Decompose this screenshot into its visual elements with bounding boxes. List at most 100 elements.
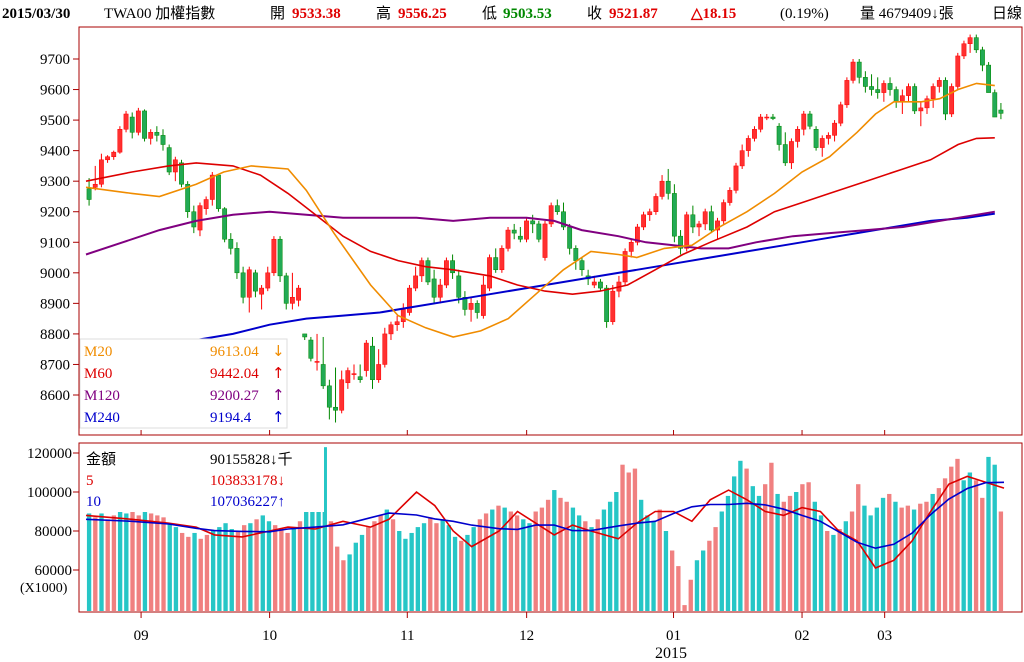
candle: [536, 220, 542, 243]
volume-bar: [539, 507, 545, 611]
volume-bar: [93, 517, 98, 611]
candle: [314, 333, 320, 371]
volume-bar: [471, 527, 476, 611]
volume-bar: [942, 478, 948, 611]
candle: [333, 367, 338, 423]
volume-bar: [148, 513, 154, 611]
candle: [117, 126, 123, 154]
candle: [758, 113, 764, 133]
volume-bar: [384, 509, 390, 611]
high-label: 高: [376, 5, 391, 22]
volume-bar: [173, 527, 179, 611]
volume-bar: [825, 531, 830, 611]
volume-bar: [440, 519, 445, 611]
volume-bar: [905, 505, 911, 611]
candle: [505, 227, 511, 252]
price-tick: 9300: [40, 174, 79, 190]
candle: [320, 336, 326, 389]
candle: [462, 291, 468, 316]
volume-bar: [949, 466, 954, 611]
candle: [696, 220, 702, 237]
legend-value: 103833178↓: [210, 473, 285, 489]
candle: [665, 168, 671, 200]
volume-bar: [607, 501, 613, 611]
legend-label: M20: [84, 344, 112, 360]
volume-bar: [310, 499, 315, 611]
price-tick-label: 9700: [40, 52, 70, 68]
candle: [690, 205, 696, 234]
candle: [832, 120, 837, 142]
volume-bar: [179, 532, 185, 611]
candle: [444, 257, 449, 289]
candle: [579, 257, 585, 276]
volume-bar: [899, 507, 904, 611]
candle: [98, 153, 104, 188]
volume-bar: [359, 534, 365, 611]
candle: [739, 144, 745, 169]
candle: [967, 34, 973, 53]
candle: [850, 59, 856, 84]
candle: [610, 285, 616, 325]
quote-header: 2015/03/30 TWA00 加權指數 開 9533.38 高 9556.2…: [2, 5, 1022, 22]
candle: [943, 77, 948, 121]
volume-bar: [694, 560, 700, 611]
volume-bar: [552, 490, 557, 611]
candle: [524, 217, 529, 243]
candle: [111, 150, 117, 160]
volume-bar: [465, 534, 470, 611]
candle: [826, 132, 831, 145]
candle: [807, 110, 813, 130]
volume-bar: [248, 523, 253, 611]
candle: [936, 77, 942, 93]
volume-bar: [874, 507, 880, 611]
volume-bar: [558, 497, 563, 611]
candle: [591, 275, 597, 289]
candle: [400, 303, 406, 328]
volume-bar: [669, 550, 675, 611]
candle: [283, 272, 289, 310]
price-tick: 9500: [40, 113, 79, 129]
x-tick-label: 01: [666, 628, 681, 644]
volume-bar: [880, 497, 886, 611]
volume-bar: [626, 472, 631, 611]
legend-arrow: ↑: [272, 386, 285, 404]
price-tick: 9600: [40, 83, 79, 99]
candle: [425, 257, 431, 286]
candle: [930, 83, 936, 108]
candle: [844, 77, 850, 108]
candle: [511, 223, 517, 240]
x-tick: 11: [400, 430, 415, 644]
volume-bar: [341, 560, 346, 611]
volume-bar: [198, 538, 203, 611]
candle: [721, 199, 727, 224]
volume-bar: [285, 532, 290, 611]
x-tick-label: 03: [877, 628, 892, 644]
volume-bar: [508, 511, 514, 611]
x-tick: 09: [134, 430, 149, 644]
volume-bar: [576, 515, 582, 611]
volume-bar: [279, 529, 284, 611]
x-tick: 01: [666, 430, 681, 644]
volume-bar: [266, 521, 272, 611]
volume-bar: [837, 529, 842, 611]
candle: [493, 248, 499, 273]
volume-bar: [831, 534, 836, 611]
legend-label: M120: [84, 388, 120, 404]
legend-value: 9442.04: [210, 366, 259, 382]
volume-bar: [620, 464, 625, 611]
close-label: 收: [587, 5, 602, 22]
candle: [413, 266, 419, 292]
candle: [154, 126, 160, 142]
volume-bar: [142, 509, 148, 611]
candle: [980, 46, 985, 72]
volume-bar: [353, 542, 358, 611]
volume-bar: [911, 509, 917, 611]
price-tick: 9400: [40, 144, 79, 160]
price-legend-row: M60 9442.04 ↑: [84, 364, 285, 382]
price-tick-label: 9300: [40, 174, 70, 190]
candle: [357, 364, 363, 383]
candle: [160, 129, 166, 151]
volume-bar: [304, 509, 309, 611]
candle: [474, 300, 480, 319]
volume-bar: [868, 515, 873, 611]
